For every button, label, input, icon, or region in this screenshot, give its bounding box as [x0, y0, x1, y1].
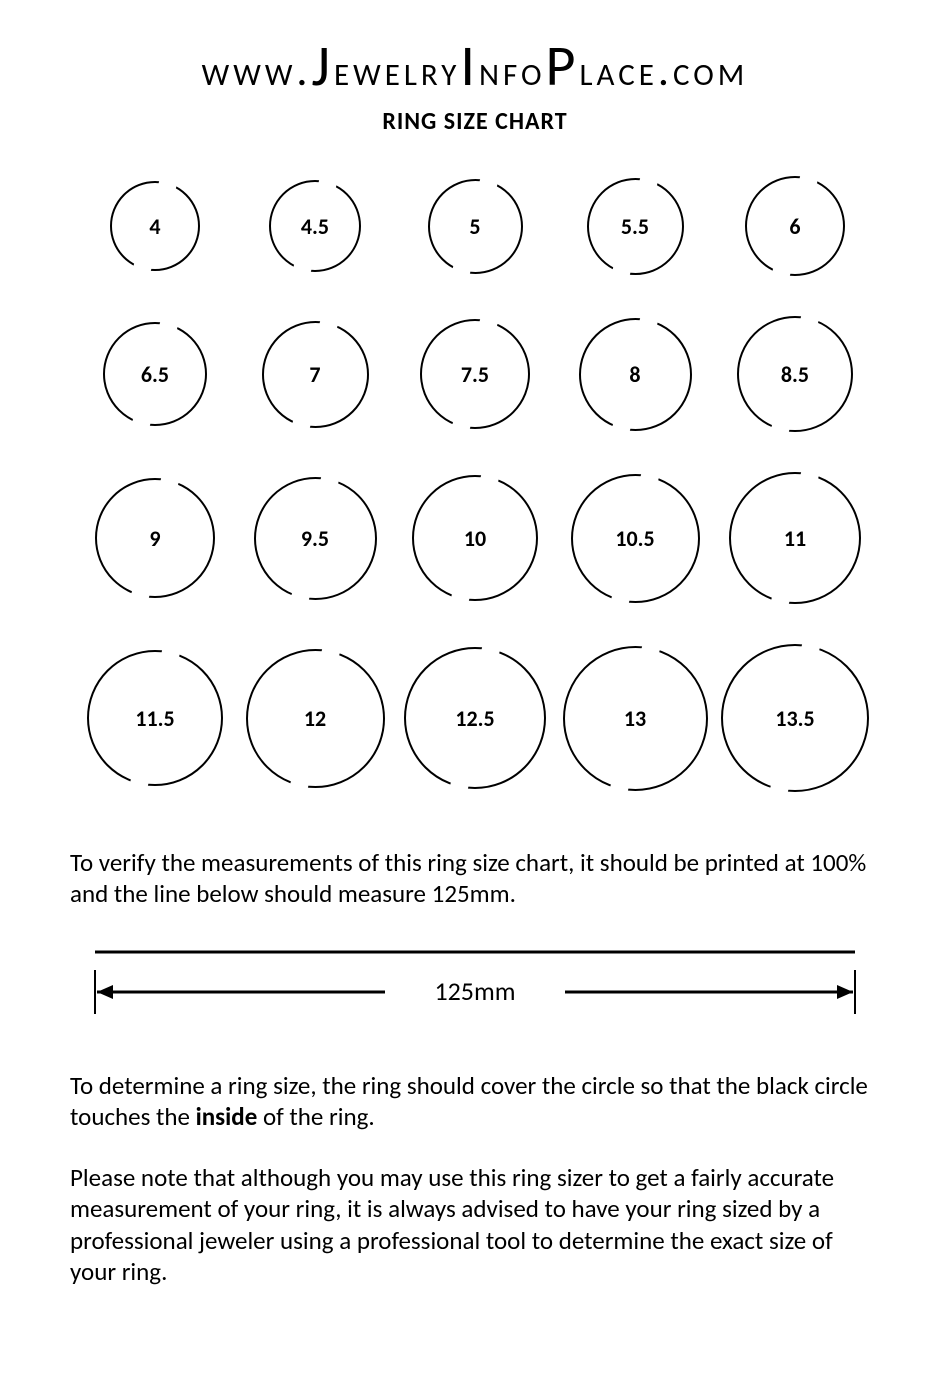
ring-size-circle: 11.5: [87, 650, 223, 786]
url-cap-p: P: [546, 30, 580, 101]
ring-size-label: 11: [784, 525, 806, 552]
ruler-label: 125mm: [434, 975, 515, 1007]
ring-size-circle: 9: [95, 478, 215, 598]
ring-size-circle: 4: [110, 181, 200, 271]
ring-size-label: 9.5: [301, 525, 329, 552]
ring-size-label: 4: [149, 213, 160, 240]
ring-size-label: 10: [464, 525, 486, 552]
determine-suffix: of the ring.: [257, 1101, 374, 1132]
determine-bold: inside: [196, 1101, 258, 1132]
ring-size-circle: 7.5: [420, 319, 530, 429]
ring-size-label: 7.5: [461, 361, 489, 388]
ring-size-chart: 4 4.5 5 5.5 6 6.5 7 7.5 8 8.5 9 9.5 10 10.5 11 11.5 12 12…: [70, 176, 880, 792]
professional-note: Please note that although you may use th…: [70, 1162, 880, 1287]
ring-size-label: 13: [624, 705, 646, 732]
verify-instructions: To verify the measurements of this ring …: [70, 847, 880, 910]
determine-prefix: To determine a ring size, the ring shoul…: [70, 1070, 868, 1132]
ring-size-label: 8: [629, 361, 640, 388]
ring-size-label: 5.5: [621, 213, 649, 240]
ring-size-label: 7: [309, 361, 320, 388]
calibration-ruler: 125mm: [80, 940, 870, 1030]
url-cap-i: I: [460, 30, 479, 101]
url-suffix: .com: [658, 43, 748, 97]
ring-size-circle: 5: [428, 179, 523, 274]
ring-size-circle: 6.5: [103, 322, 207, 426]
ring-size-label: 12.5: [455, 705, 494, 732]
ring-size-circle: 12: [246, 649, 385, 788]
ring-size-circle: 6: [745, 176, 845, 276]
ring-size-circle: 4.5: [269, 180, 361, 272]
ring-size-circle: 8.5: [737, 316, 853, 432]
ring-size-label: 5: [469, 213, 480, 240]
ruler-arrow-right-head: [837, 985, 853, 999]
ring-size-label: 8.5: [781, 361, 809, 388]
page-subtitle: RING SIZE CHART: [70, 107, 880, 136]
ring-size-circle: 10.5: [571, 474, 700, 603]
ring-size-circle: 5.5: [587, 178, 684, 275]
url-word3: lace: [580, 43, 658, 97]
ring-size-circle: 11: [729, 472, 861, 604]
ring-size-circle: 13: [563, 646, 708, 791]
url-prefix: www.: [202, 43, 312, 97]
determine-instructions: To determine a ring size, the ring shoul…: [70, 1070, 880, 1133]
ring-size-circle: 10: [412, 475, 538, 601]
ring-size-label: 6: [789, 213, 800, 240]
url-cap-j: J: [312, 30, 335, 101]
ring-size-circle: 12.5: [404, 647, 546, 789]
ring-size-circle: 9.5: [254, 477, 377, 600]
ruler-arrow-left-head: [97, 985, 113, 999]
ring-size-label: 12: [304, 705, 326, 732]
ring-size-label: 11.5: [135, 705, 174, 732]
ring-size-circle: 8: [579, 318, 692, 431]
ring-size-label: 4.5: [301, 213, 329, 240]
url-word1: ewelry: [334, 43, 460, 97]
site-url-title: www.JewelryInfoPlace.com: [70, 30, 880, 101]
ruler-svg: 125mm: [80, 940, 870, 1030]
ring-size-label: 13.5: [775, 705, 814, 732]
url-word2: nfo: [479, 43, 546, 97]
ring-size-label: 10.5: [615, 525, 654, 552]
ring-size-label: 9: [149, 525, 160, 552]
ring-size-circle: 7: [262, 321, 369, 428]
ring-size-label: 6.5: [141, 361, 169, 388]
ring-size-circle: 13.5: [721, 644, 869, 792]
